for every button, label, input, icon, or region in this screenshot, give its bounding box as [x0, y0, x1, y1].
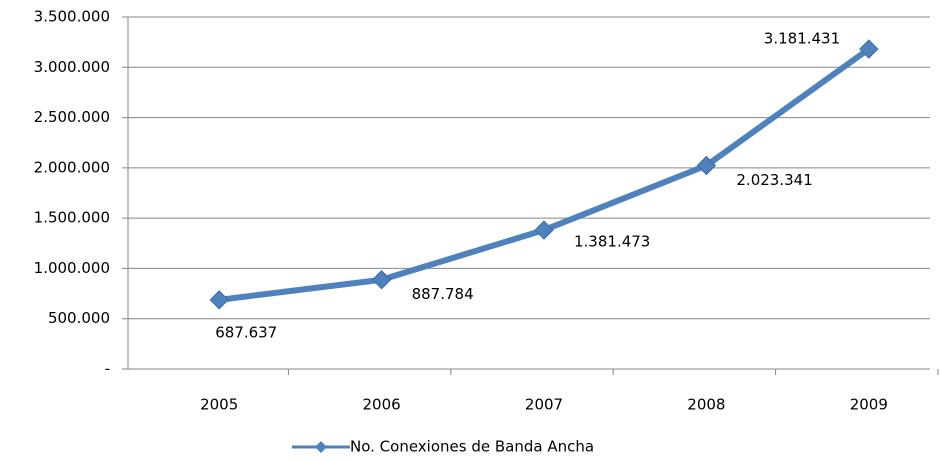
x-tick-label: 2008 — [687, 396, 725, 414]
x-tick-label: 2005 — [200, 396, 238, 414]
marker — [371, 270, 392, 290]
marker — [534, 220, 554, 240]
y-tick-label: 1.500.000 — [34, 209, 110, 227]
marker — [696, 155, 717, 176]
marker — [209, 290, 229, 310]
y-tick-label: 500.000 — [48, 309, 110, 327]
legend-label: No. Conexiones de Banda Ancha — [350, 438, 594, 456]
value-label: 687.637 — [215, 323, 277, 341]
x-tick-label: 2007 — [525, 396, 563, 414]
y-tick-label: - — [105, 360, 110, 378]
value-label: 1.381.473 — [574, 233, 650, 251]
value-label: 3.181.431 — [764, 30, 840, 48]
x-tick-label: 2009 — [850, 396, 888, 414]
y-tick-label: 3.500.000 — [34, 8, 110, 26]
y-tick-label: 2.500.000 — [34, 108, 110, 126]
x-tick-label: 2006 — [363, 396, 401, 414]
y-tick-label: 2.000.000 — [34, 158, 110, 176]
y-tick-label: 3.000.000 — [34, 58, 110, 76]
legend-marker — [315, 441, 327, 453]
value-label: 2.023.341 — [736, 171, 812, 189]
marker — [859, 39, 879, 59]
y-tick-label: 1.000.000 — [34, 259, 110, 277]
value-label: 887.784 — [412, 285, 474, 303]
